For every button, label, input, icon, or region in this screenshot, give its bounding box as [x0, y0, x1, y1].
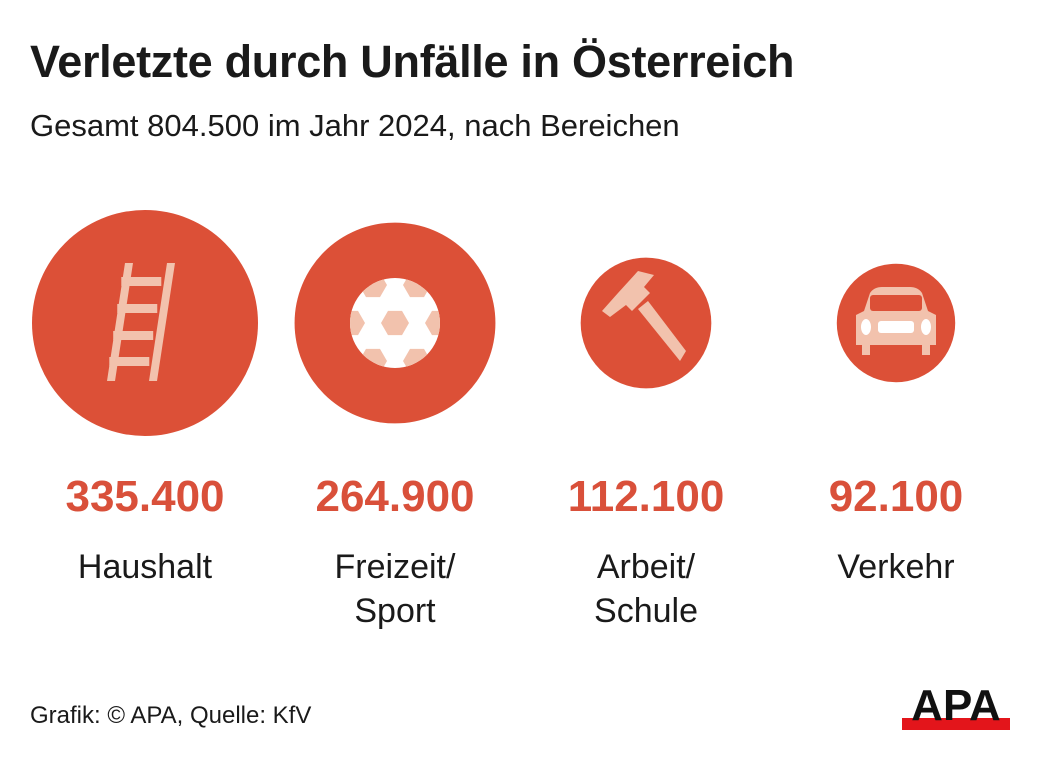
category-label-haushalt: Haushalt	[77, 548, 213, 586]
ladder-icon	[107, 263, 175, 381]
bubble-0	[32, 210, 258, 436]
value-label-arbeit: 112.100	[567, 472, 725, 521]
car-icon	[856, 287, 936, 355]
source-footer: Grafik: © APA, Quelle: KfV	[30, 702, 312, 729]
value-label-haushalt: 335.400	[65, 472, 225, 521]
chart-title: Verletzte durch Unfälle in Österreich	[30, 36, 795, 87]
category-label-verkehr: Verkehr	[837, 548, 955, 586]
apa-logo: APA	[902, 684, 1010, 730]
category-label-arbeit: Arbeit/ Schule	[594, 548, 698, 630]
value-label-freizeit: 264.900	[315, 472, 475, 521]
chart-subtitle: Gesamt 804.500 im Jahr 2024, nach Bereic…	[30, 108, 680, 143]
category-label-freizeit: Freizeit/ Sport	[334, 548, 456, 630]
bubble-chart	[32, 210, 956, 436]
svg-text:APA: APA	[911, 684, 1001, 730]
value-label-verkehr: 92.100	[828, 472, 964, 521]
hammer-icon	[602, 271, 686, 361]
